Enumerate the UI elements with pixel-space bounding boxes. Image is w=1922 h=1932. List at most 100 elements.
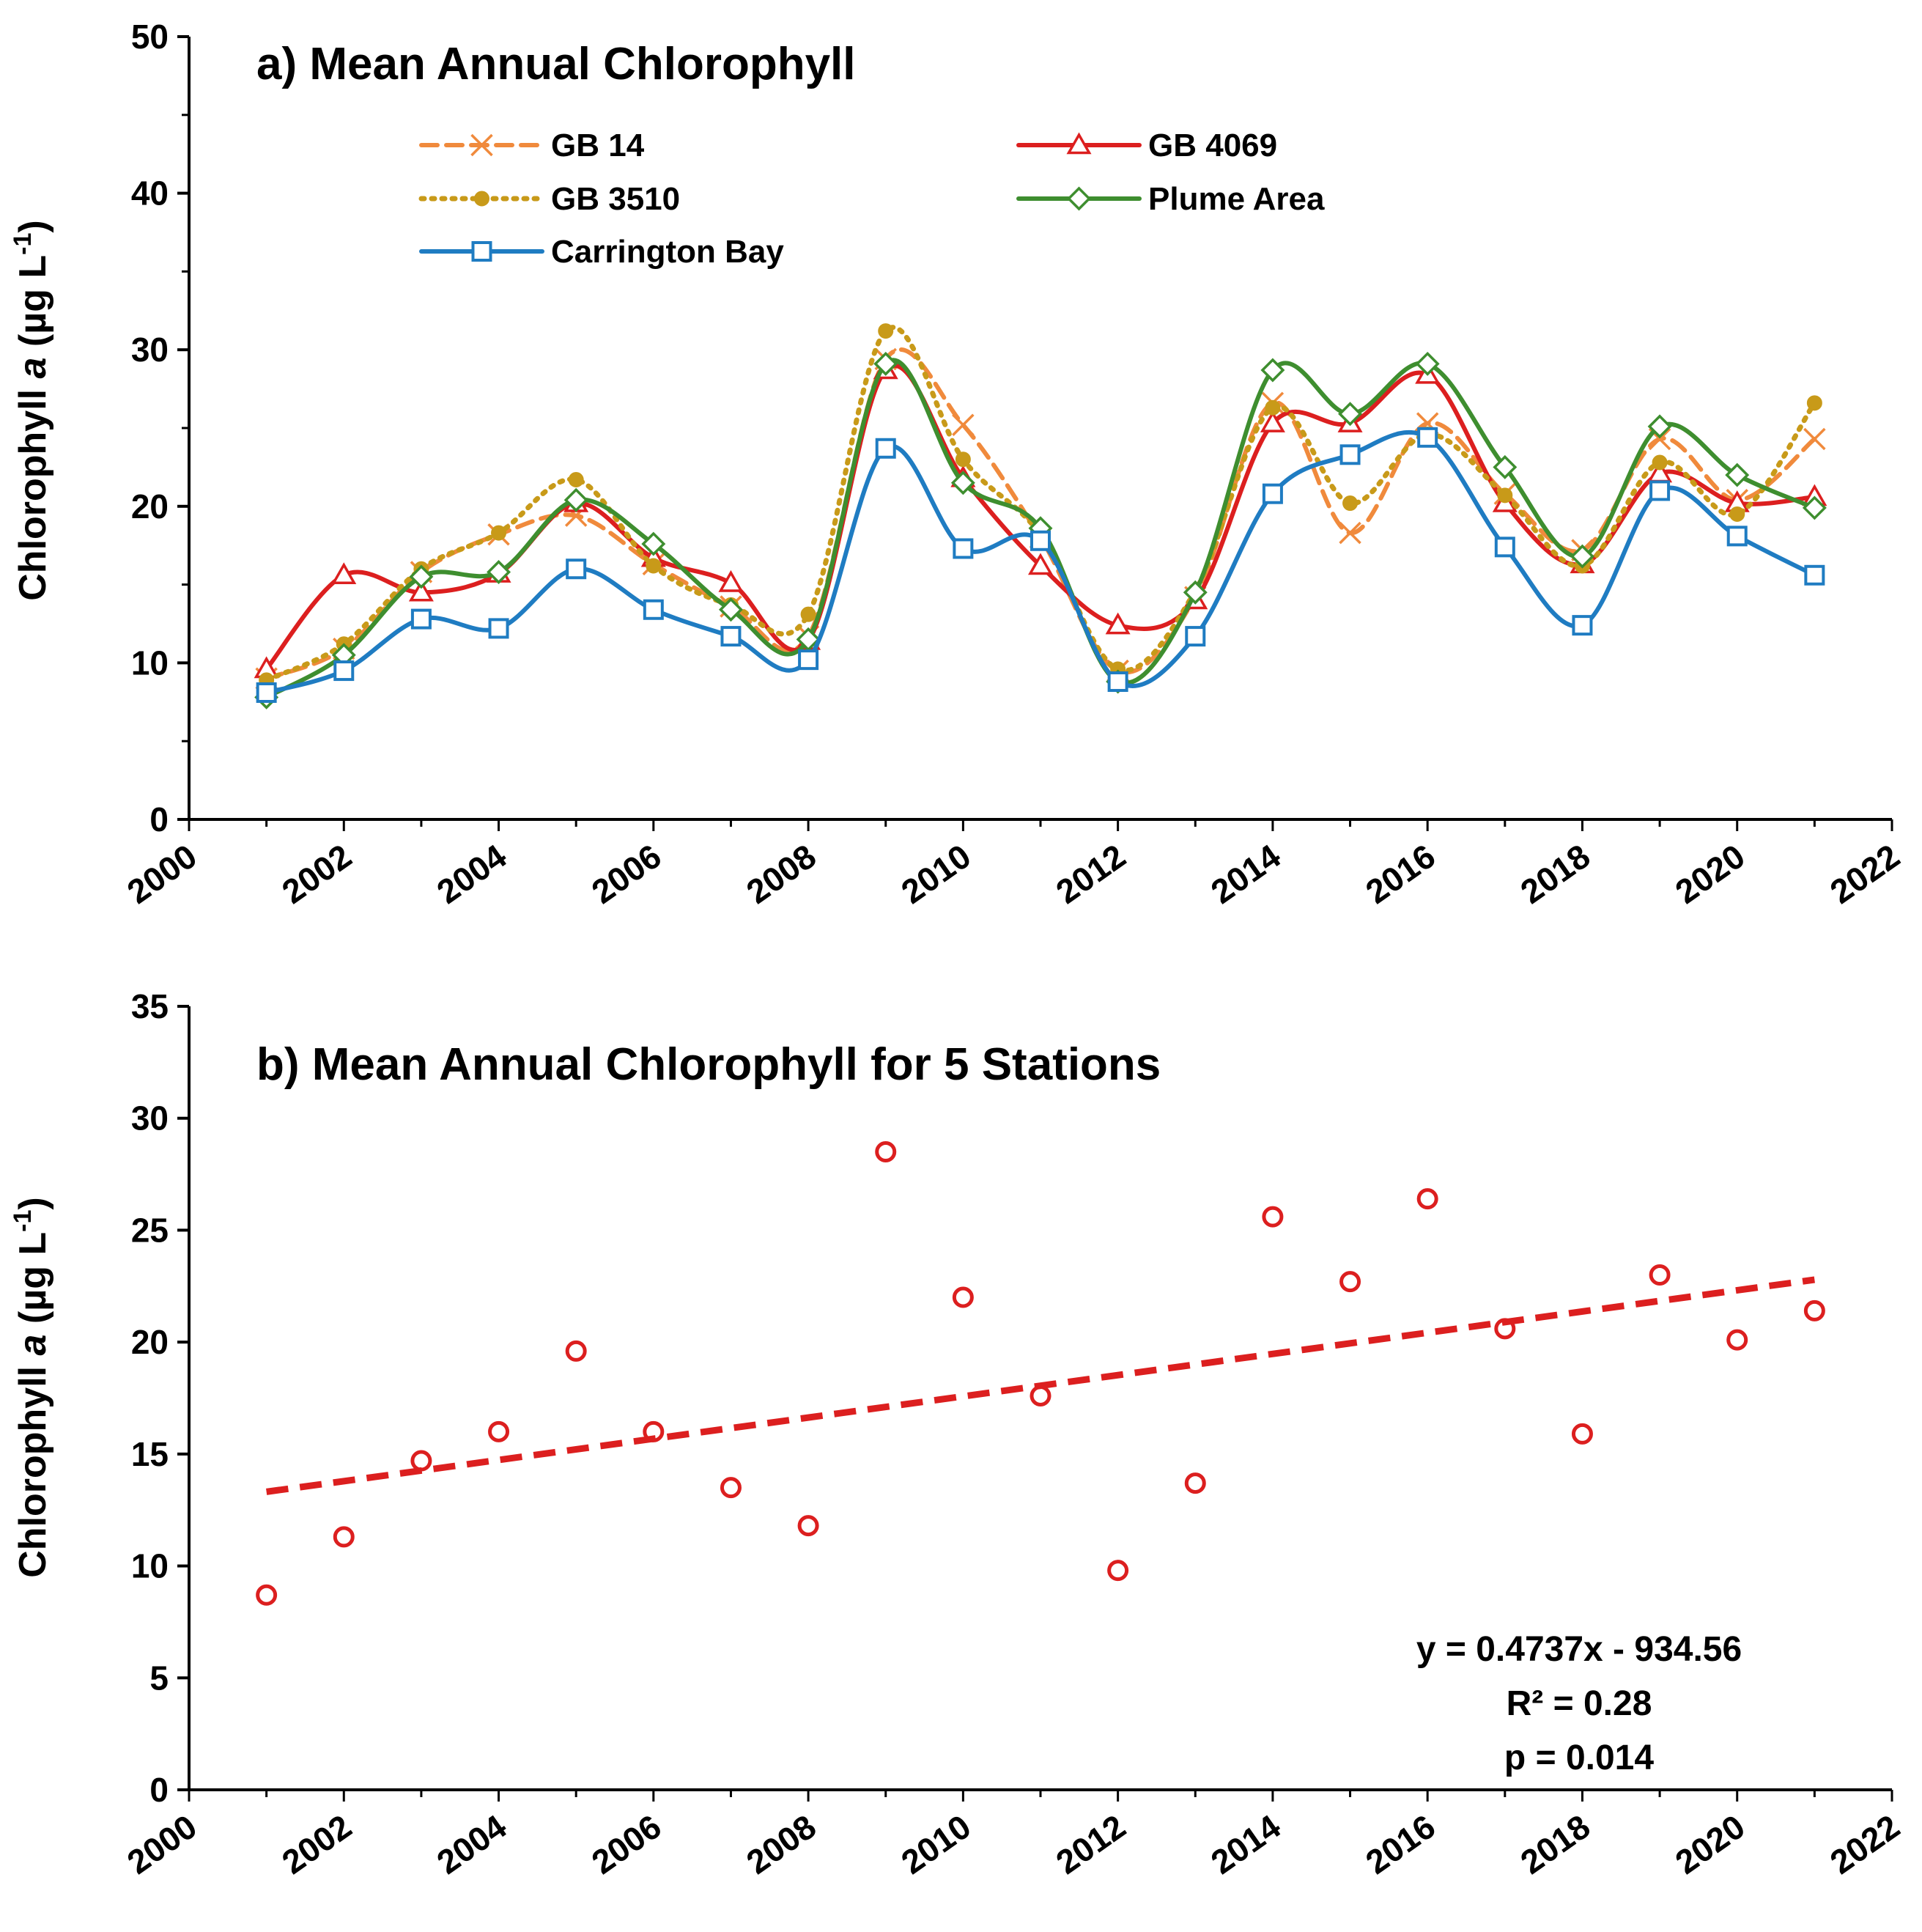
panel-a-title: a) Mean Annual Chlorophyll [256, 39, 856, 89]
panel-a-y-tick-label: 50 [131, 18, 169, 56]
legend-label-gb4069: GB 4069 [1148, 128, 1277, 163]
data-point-plume [950, 471, 975, 495]
panel-b-scatter-chart: b) Mean Annual Chlorophyll for 5 Station… [9, 987, 1907, 1881]
panel-a-x-tick-label: 2016 [1359, 837, 1442, 911]
panel-b-x-tick-label: 2022 [1823, 1807, 1907, 1881]
data-point-carrington [1726, 526, 1748, 547]
panel-a-y-tick-label: 0 [149, 800, 169, 838]
data-point-gb4069 [718, 569, 744, 592]
panel-a-x-tick-label: 2008 [739, 837, 823, 911]
panel-a-x-tick-label: 2000 [120, 837, 204, 911]
panel-a-y-axis-title: Chlorophyll a (µg L-1) [9, 220, 54, 601]
legend-label-gb3510: GB 3510 [551, 181, 680, 217]
regression-annotation: y = 0.4737x - 934.56 R² = 0.28 p = 0.014 [1416, 1630, 1742, 1777]
legend-marker-plume-shape [1067, 186, 1091, 211]
panel-b-x-tick-label: 2006 [585, 1807, 668, 1881]
panel-b-y-tick-label: 0 [149, 1771, 169, 1809]
panel-b-y-tick-label: 30 [131, 1099, 169, 1138]
scatter-point [1416, 1188, 1438, 1210]
data-point-carrington [333, 660, 355, 682]
panel-b-x-tick-label: 2014 [1204, 1807, 1287, 1881]
data-point-gb3510 [1652, 454, 1668, 471]
data-point-gb4069 [1260, 410, 1285, 432]
series-line-gb3510 [264, 325, 1817, 683]
panel-b-title: b) Mean Annual Chlorophyll for 5 Station… [256, 1039, 1161, 1090]
panel-a-x-tick-label: 2014 [1204, 836, 1287, 911]
panel-b-x-tick-label: 2008 [739, 1807, 823, 1881]
data-point-carrington [875, 438, 896, 459]
scatter-point [1803, 1299, 1825, 1321]
legend-marker-carrington [471, 241, 492, 262]
panel-b-y-tick-label: 35 [131, 987, 169, 1025]
legend-item-gb14: GB 14 [419, 128, 645, 163]
data-point-gb3510 [955, 451, 971, 468]
data-point-carrington [1030, 530, 1051, 551]
panel-a-series-group [254, 323, 1827, 709]
panel-a-line-chart: a) Mean Annual Chlorophyll Chlorophyll a… [9, 18, 1907, 911]
data-point-gb3510 [1497, 487, 1513, 504]
p-value: p = 0.014 [1504, 1739, 1654, 1777]
legend-marker-carrington-shape [471, 241, 492, 262]
panel-b-x-tick-label: 2018 [1514, 1807, 1597, 1881]
legend-label-plume: Plume Area [1148, 181, 1325, 217]
data-point-plume [1260, 358, 1285, 383]
panel-a-x-tick-label: 2020 [1668, 837, 1752, 911]
legend-marker-gb4069-shape [1066, 132, 1092, 155]
scatter-point [256, 1584, 278, 1606]
panel-a-x-tick-label: 2004 [430, 836, 514, 911]
data-point-carrington [1185, 626, 1206, 647]
panel-a-x-tick-label: 2022 [1823, 837, 1907, 911]
panel-b-points-group [256, 1141, 1825, 1606]
legend-label-gb14: GB 14 [551, 128, 645, 163]
data-point-carrington [488, 618, 509, 639]
panel-a-y-tick-label: 40 [131, 174, 169, 213]
data-point-plume [1647, 414, 1672, 439]
data-point-gb3510 [1729, 506, 1745, 522]
data-point-carrington [643, 599, 664, 620]
panel-b-y-tick-label: 5 [149, 1659, 169, 1697]
panel-b-x-tick-label: 2016 [1359, 1807, 1442, 1881]
data-point-plume [1493, 454, 1518, 479]
data-point-carrington [720, 626, 742, 647]
data-point-gb3510 [568, 471, 584, 487]
panel-a-x-tick-label: 2010 [894, 837, 977, 911]
scatter-point [1494, 1318, 1516, 1340]
data-point-carrington [798, 649, 819, 671]
panel-b-y-tick-label: 10 [131, 1547, 169, 1585]
legend-item-plume: Plume Area [1016, 181, 1325, 217]
panel-b-y-tick-label: 15 [131, 1435, 169, 1473]
r-squared: R² = 0.28 [1507, 1684, 1652, 1723]
data-point-gb3510 [1806, 395, 1822, 411]
data-point-plume [873, 351, 898, 376]
panel-b-y-axis-title: Chlorophyll a (µg L-1) [9, 1197, 54, 1578]
legend-marker-gb4069 [1066, 132, 1092, 155]
data-point-gb14 [1339, 521, 1361, 545]
data-point-plume [641, 531, 666, 556]
data-point-plume [1725, 462, 1750, 487]
scatter-point [1339, 1271, 1361, 1293]
scatter-point [488, 1420, 510, 1442]
scatter-point [1649, 1264, 1671, 1286]
scatter-point [1262, 1206, 1284, 1228]
legend-marker-plume [1067, 186, 1091, 211]
data-point-gb3510 [646, 558, 662, 574]
panel-a-legend: GB 14 GB 3510 Carrington Bay GB 4069 Plu [418, 128, 1325, 270]
data-point-gb4069 [1027, 553, 1054, 575]
data-point-carrington [566, 558, 587, 580]
scatter-point [720, 1477, 742, 1499]
data-point-plume [409, 564, 434, 589]
data-point-plume [563, 487, 588, 512]
data-point-carrington [1417, 427, 1438, 448]
legend-item-gb3510: GB 3510 [418, 181, 680, 217]
panel-b-x-tick-label: 2004 [430, 1807, 514, 1881]
data-point-carrington [256, 682, 277, 703]
data-point-carrington [1804, 564, 1825, 586]
legend-marker-gb3510 [474, 191, 489, 207]
data-point-carrington [410, 608, 432, 630]
panel-a-y-tick-label: 20 [131, 487, 169, 526]
legend-item-gb4069: GB 4069 [1016, 128, 1277, 163]
legend-item-carrington: Carrington Bay [419, 234, 784, 270]
legend-label-carrington: Carrington Bay [551, 234, 784, 270]
data-point-gb3510 [800, 606, 816, 622]
